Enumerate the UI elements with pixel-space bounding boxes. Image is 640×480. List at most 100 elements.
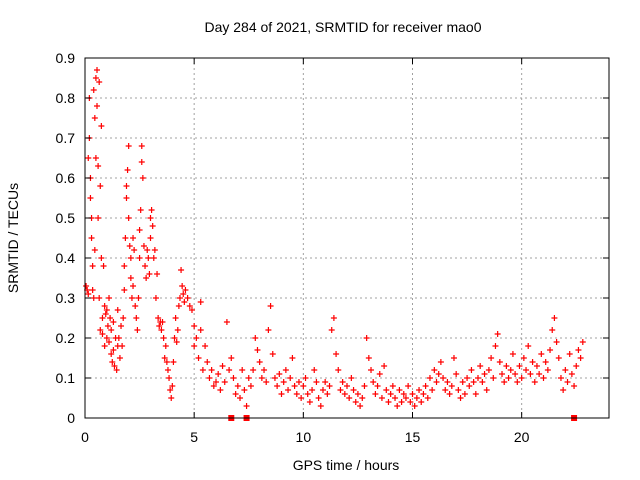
y-tick-label: 0.9 bbox=[56, 50, 76, 66]
data-point bbox=[88, 235, 95, 241]
data-point bbox=[457, 395, 464, 401]
data-point bbox=[575, 347, 582, 353]
data-point bbox=[344, 383, 350, 389]
y-ticks: 0 0.1 0.2 0.3 0.4 0.5 0.6 0.7 0.8 0.9 bbox=[56, 50, 609, 426]
data-point bbox=[119, 343, 126, 349]
data-point bbox=[402, 395, 409, 401]
data-point bbox=[97, 327, 104, 333]
data-points bbox=[83, 67, 586, 421]
data-point bbox=[468, 367, 475, 373]
data-point bbox=[115, 335, 122, 341]
data-point bbox=[319, 387, 326, 393]
data-point bbox=[245, 375, 252, 381]
data-point bbox=[166, 375, 173, 381]
data-point bbox=[191, 343, 198, 349]
data-point bbox=[538, 351, 545, 357]
data-point bbox=[176, 295, 183, 301]
data-point bbox=[142, 263, 149, 269]
data-point bbox=[444, 379, 451, 385]
data-point bbox=[461, 391, 468, 397]
data-point bbox=[95, 215, 102, 221]
data-point bbox=[250, 367, 257, 373]
data-point bbox=[107, 315, 114, 321]
data-point bbox=[102, 311, 109, 317]
data-point bbox=[551, 315, 558, 321]
data-point bbox=[92, 75, 99, 81]
data-point bbox=[490, 375, 497, 381]
data-point bbox=[127, 255, 134, 261]
data-point bbox=[311, 367, 318, 373]
y-tick-label: 0.5 bbox=[56, 210, 76, 226]
data-point bbox=[562, 367, 569, 373]
data-point bbox=[97, 183, 104, 189]
data-point bbox=[111, 363, 118, 369]
data-point bbox=[193, 335, 200, 341]
data-point bbox=[322, 379, 329, 385]
data-point bbox=[110, 347, 117, 353]
data-point bbox=[104, 323, 111, 329]
data-point bbox=[159, 319, 166, 325]
data-point bbox=[125, 215, 132, 221]
data-point bbox=[90, 295, 97, 301]
data-point bbox=[164, 367, 171, 373]
data-point bbox=[94, 103, 101, 109]
data-point bbox=[424, 395, 431, 401]
data-point bbox=[579, 339, 586, 345]
data-point bbox=[514, 379, 521, 385]
data-point bbox=[167, 387, 174, 393]
data-point bbox=[525, 343, 532, 349]
data-point bbox=[350, 387, 357, 393]
data-point bbox=[398, 399, 405, 405]
data-point bbox=[304, 391, 311, 397]
data-point bbox=[265, 327, 272, 333]
data-point bbox=[413, 395, 420, 401]
data-point bbox=[396, 387, 403, 393]
data-point bbox=[161, 355, 168, 361]
data-point bbox=[163, 359, 170, 365]
data-point bbox=[437, 359, 444, 365]
data-point bbox=[440, 375, 447, 381]
x-tick-label: 5 bbox=[190, 429, 198, 445]
data-point bbox=[162, 343, 169, 349]
data-point bbox=[354, 391, 361, 397]
data-point bbox=[114, 307, 121, 313]
data-point bbox=[357, 403, 364, 409]
data-point bbox=[261, 367, 268, 373]
data-point bbox=[96, 295, 103, 301]
data-point bbox=[122, 235, 129, 241]
data-point bbox=[573, 363, 580, 369]
data-point bbox=[239, 367, 246, 373]
data-point bbox=[459, 379, 466, 385]
data-point bbox=[298, 395, 305, 401]
data-point bbox=[108, 327, 115, 333]
data-point bbox=[156, 323, 163, 329]
data-point bbox=[564, 379, 571, 385]
data-point bbox=[85, 155, 92, 161]
data-point bbox=[234, 383, 241, 389]
data-point bbox=[149, 223, 156, 229]
grid bbox=[85, 58, 609, 418]
y-tick-label: 0.1 bbox=[56, 370, 76, 386]
data-point bbox=[123, 183, 130, 189]
data-point bbox=[160, 335, 167, 341]
data-point bbox=[431, 367, 438, 373]
data-point bbox=[83, 283, 90, 289]
data-point bbox=[186, 303, 193, 309]
data-point bbox=[293, 391, 300, 397]
data-point bbox=[387, 391, 394, 397]
data-point bbox=[346, 395, 353, 401]
data-point bbox=[154, 271, 161, 277]
data-point bbox=[195, 355, 202, 361]
data-point bbox=[363, 335, 370, 341]
data-point bbox=[85, 291, 92, 297]
data-point bbox=[91, 247, 98, 253]
data-point bbox=[123, 195, 130, 201]
data-point bbox=[174, 327, 181, 333]
data-point bbox=[91, 115, 98, 121]
y-tick-label: 0.6 bbox=[56, 170, 76, 186]
x-tick-label: 10 bbox=[296, 429, 312, 445]
data-point bbox=[420, 391, 427, 397]
data-point bbox=[475, 375, 481, 381]
data-point bbox=[553, 339, 560, 345]
data-point bbox=[394, 403, 401, 409]
